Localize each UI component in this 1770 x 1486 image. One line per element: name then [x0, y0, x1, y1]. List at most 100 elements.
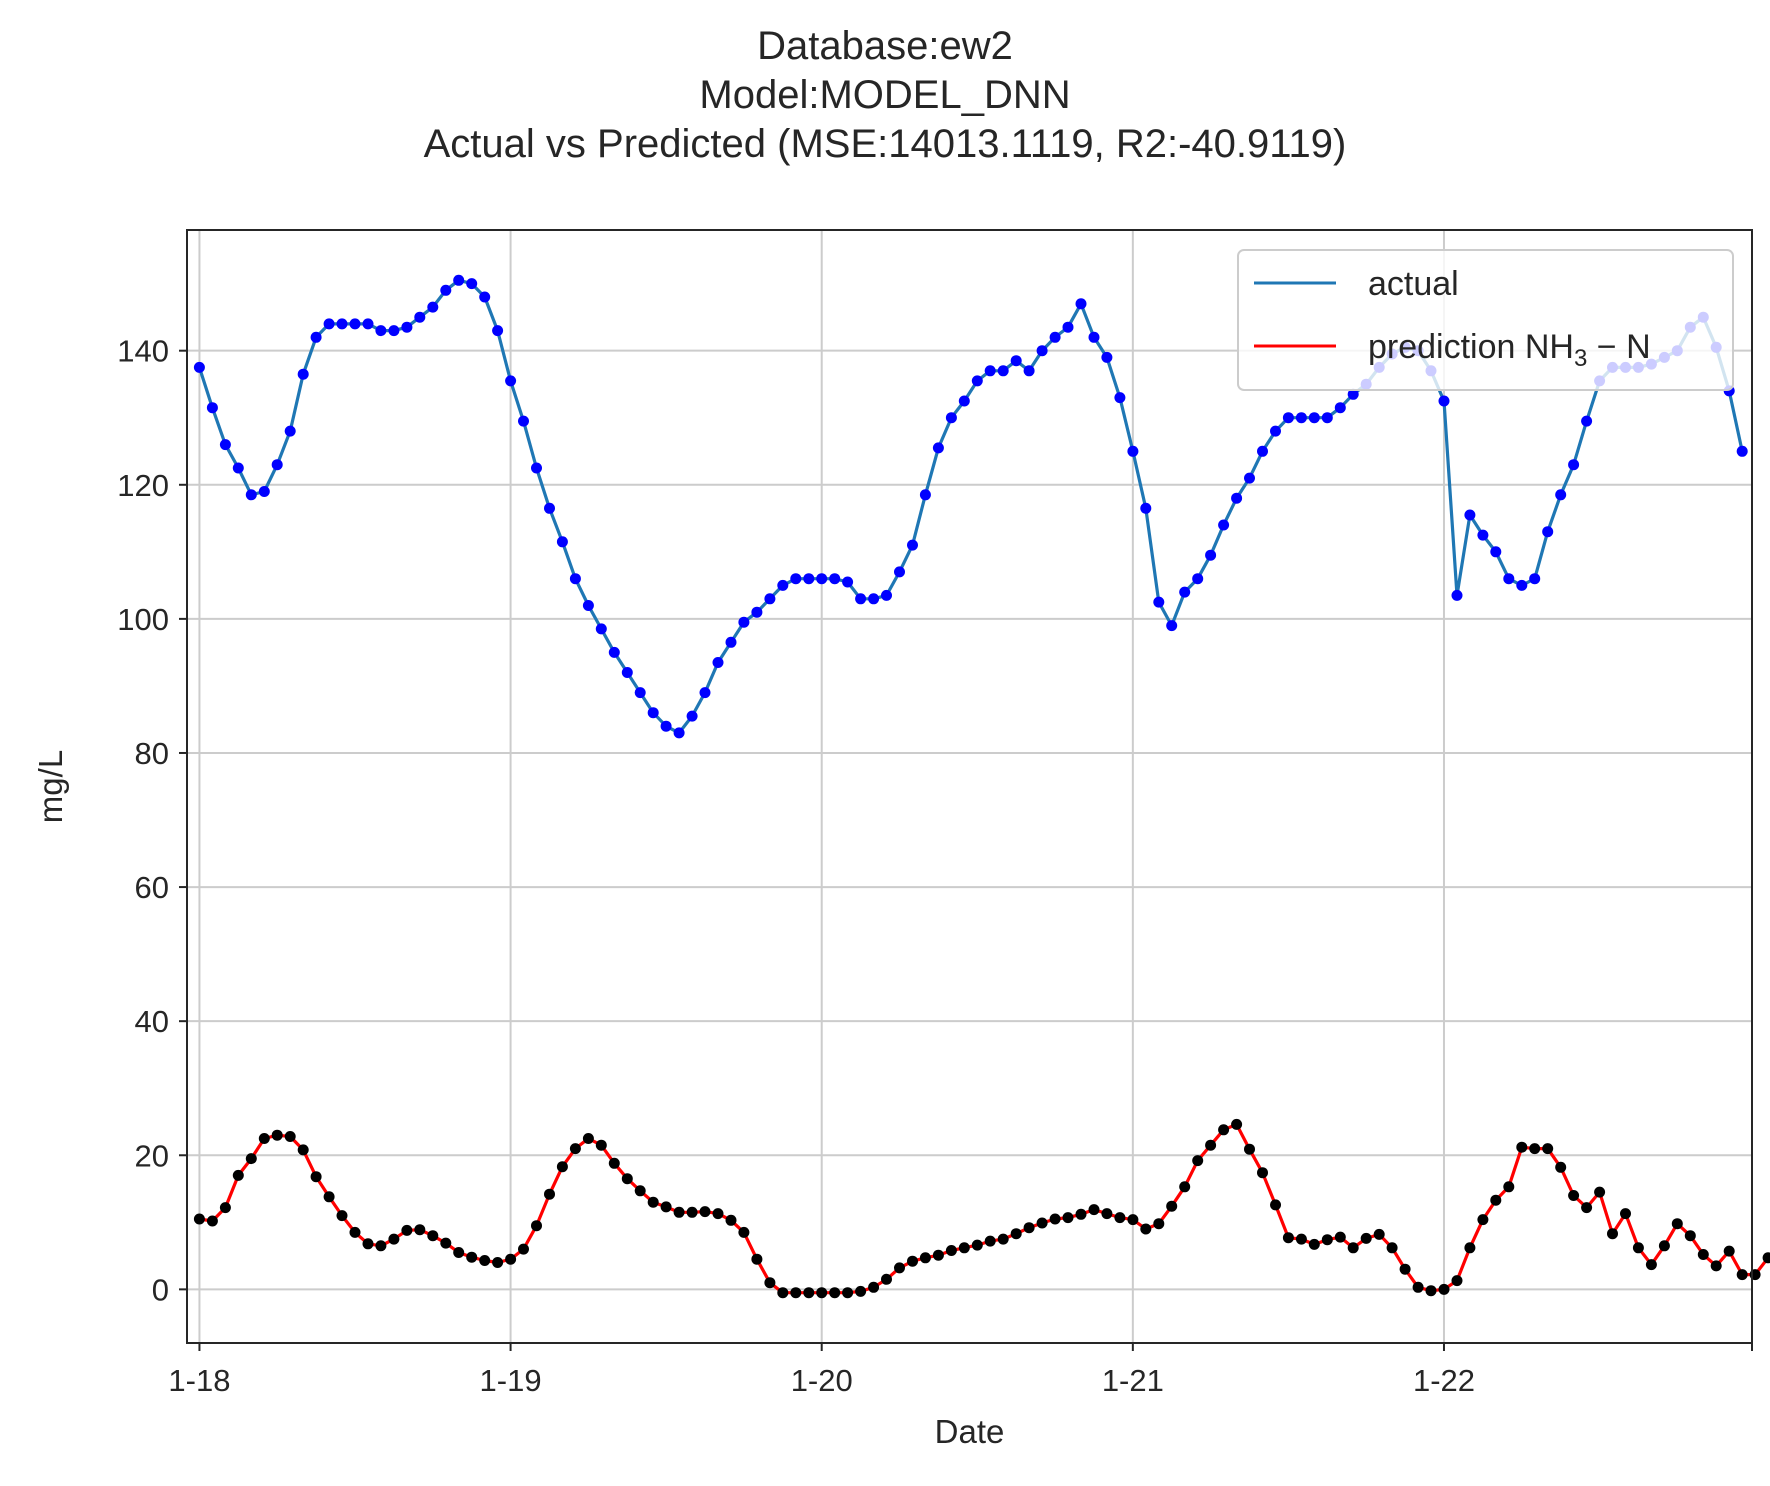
legend-label-prediction-sub: 3	[1574, 345, 1587, 372]
grid-lines	[187, 230, 1752, 1343]
data-point-prediction	[686, 1206, 698, 1218]
x-axis-label: Date	[935, 1413, 1005, 1450]
data-point-prediction	[1101, 1208, 1113, 1220]
data-point-actual	[1347, 388, 1359, 400]
data-point-actual	[479, 291, 491, 303]
data-point-prediction	[427, 1230, 439, 1242]
data-point-actual	[544, 502, 555, 514]
data-point-prediction	[206, 1215, 218, 1227]
legend-label-prediction-main: prediction NH	[1368, 328, 1574, 366]
data-point-prediction	[375, 1240, 387, 1252]
data-point-prediction	[1270, 1199, 1281, 1211]
data-point-actual	[453, 274, 465, 286]
data-point-prediction	[1684, 1230, 1696, 1242]
data-point-actual	[855, 593, 867, 605]
data-point-prediction	[907, 1255, 918, 1267]
data-point-prediction	[919, 1252, 931, 1264]
data-point-prediction	[1321, 1234, 1333, 1246]
data-point-prediction	[453, 1247, 465, 1258]
data-point-prediction	[582, 1133, 594, 1144]
data-point-prediction	[336, 1210, 348, 1222]
data-point-prediction	[414, 1224, 426, 1236]
data-point-actual	[1503, 573, 1515, 585]
data-point-actual	[997, 365, 1009, 377]
data-point-actual	[245, 489, 257, 501]
y-tick-label: 140	[117, 334, 169, 369]
data-point-prediction	[284, 1131, 296, 1142]
x-tick-label: 1-19	[480, 1363, 542, 1398]
data-point-prediction	[1140, 1223, 1152, 1235]
data-point-prediction	[1671, 1218, 1683, 1230]
data-point-actual	[258, 486, 270, 497]
y-tick-label: 60	[135, 870, 169, 905]
data-point-actual	[1049, 331, 1061, 343]
data-point-prediction	[1490, 1194, 1502, 1206]
data-point-prediction	[829, 1287, 841, 1299]
data-point-actual	[440, 284, 452, 296]
data-point-actual	[660, 720, 672, 732]
x-tick-label: 1-18	[168, 1363, 230, 1398]
data-point-prediction	[1010, 1228, 1022, 1240]
y-tick-label: 0	[152, 1272, 169, 1307]
data-point-prediction	[245, 1153, 257, 1165]
data-point-prediction	[725, 1214, 737, 1226]
legend-label-prediction-tail: − N	[1587, 328, 1650, 366]
data-point-actual	[1140, 502, 1152, 514]
chart-title: Database:ew2	[757, 24, 1013, 68]
data-point-actual	[919, 489, 931, 501]
data-point-prediction	[945, 1245, 957, 1256]
data-point-prediction	[1438, 1283, 1450, 1295]
data-point-prediction	[1542, 1143, 1554, 1155]
data-point-prediction	[479, 1255, 491, 1266]
data-point-actual	[206, 402, 218, 414]
data-point-actual	[842, 576, 854, 588]
data-point-prediction	[569, 1143, 581, 1155]
data-point-prediction	[1308, 1238, 1320, 1250]
data-point-prediction	[1075, 1208, 1087, 1220]
data-point-prediction	[790, 1287, 802, 1299]
data-point-prediction	[1412, 1281, 1424, 1293]
data-point-prediction	[1373, 1228, 1385, 1240]
data-point-actual	[1282, 412, 1294, 424]
data-point-actual	[1231, 492, 1243, 504]
data-point-actual	[388, 325, 400, 337]
data-point-actual	[1295, 412, 1307, 424]
data-point-actual	[1101, 351, 1113, 363]
data-point-actual	[1270, 425, 1281, 437]
data-point-actual	[1568, 459, 1580, 471]
data-point-prediction	[1555, 1161, 1567, 1173]
data-point-prediction	[219, 1202, 231, 1214]
data-point-prediction	[1658, 1240, 1670, 1252]
chart-title-block: Database:ew2 Model:MODEL_DNN Actual vs P…	[0, 22, 1770, 169]
data-point-prediction	[751, 1253, 763, 1265]
data-point-prediction	[1334, 1231, 1346, 1243]
data-point-actual	[1451, 589, 1463, 601]
data-point-actual	[1334, 402, 1346, 414]
data-point-prediction	[1386, 1242, 1398, 1254]
axis-ticks: 1-18 1-19 1-20 1-21 1-22 0 20 40 60 80 100 120 140	[117, 334, 1753, 1398]
data-point-prediction	[492, 1257, 504, 1268]
data-point-prediction	[1477, 1214, 1489, 1226]
data-point-prediction	[634, 1185, 646, 1197]
data-point-prediction	[1282, 1232, 1294, 1244]
data-point-actual	[1464, 509, 1476, 521]
data-point-prediction	[1088, 1204, 1100, 1216]
data-point-prediction	[1620, 1208, 1631, 1220]
data-point-actual	[310, 331, 322, 343]
data-point-actual	[1218, 519, 1230, 531]
data-point-actual	[1153, 596, 1165, 608]
data-point-prediction	[1114, 1212, 1126, 1224]
data-point-actual	[531, 462, 542, 474]
data-point-actual	[1555, 489, 1567, 501]
data-point-prediction	[505, 1253, 517, 1265]
data-point-actual	[764, 593, 776, 605]
data-point-prediction	[440, 1237, 452, 1249]
data-point-actual	[1179, 586, 1191, 598]
data-point-actual	[1438, 395, 1450, 407]
data-point-actual	[595, 623, 607, 635]
data-point-actual	[1127, 445, 1139, 457]
data-point-prediction	[1166, 1200, 1178, 1212]
data-point-actual	[1542, 526, 1554, 538]
x-tick-label: 1-20	[791, 1363, 853, 1398]
data-point-prediction	[984, 1235, 996, 1247]
